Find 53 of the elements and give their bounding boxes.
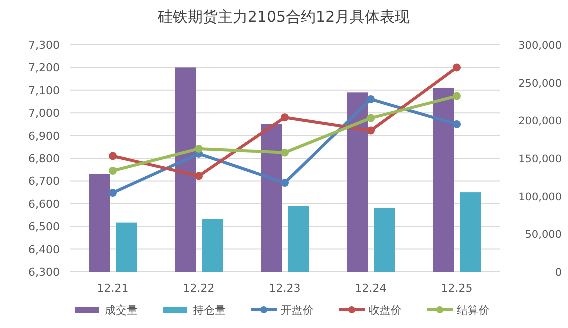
x-tick-label: 12.21 [97,282,129,295]
point [109,166,117,175]
x-tick-label: 12.23 [269,282,301,295]
legend-label: 成交量 [105,304,138,317]
point [195,144,203,153]
legend-label: 结算价 [457,304,490,317]
chart-title: 硅铁期货主力2105合约12月具体表现 [156,8,410,26]
y-tick-label: 7,200 [28,62,60,75]
point [453,92,461,100]
y2-tick-label: 100,000 [518,191,562,204]
y2-tick-label: 250,000 [518,78,562,90]
y-tick-label: 6,700 [28,175,60,188]
bar [89,174,110,272]
y2-tick-label: 150,000 [518,154,562,166]
y-tick-label: 6,300 [28,266,60,279]
bar [175,68,196,272]
point [195,172,203,180]
point [109,152,117,160]
point [281,148,289,157]
y-tick-label: 6,400 [28,243,60,256]
y-tick-label: 6,900 [28,130,60,143]
y-tick-label: 7,000 [28,107,60,120]
point [453,64,461,72]
y-tick-label: 6,600 [28,198,60,211]
x-tick-label: 12.25 [441,282,473,295]
bar [433,88,454,272]
y-tick-label: 6,800 [28,152,60,166]
bar [202,219,223,272]
legend-label: 开盘价 [281,304,314,317]
bar [460,192,481,272]
bar [116,222,137,272]
bar [288,206,309,272]
bar [374,208,395,272]
bar [261,124,282,272]
y2-tick-label: 50,000 [525,229,562,242]
y2-tick-label: 200,000 [518,116,562,128]
legend-label: 收盘价 [369,304,402,317]
point [281,114,289,122]
y2-tick-label: 300,000 [518,40,562,52]
bar [347,92,368,272]
point [453,120,461,128]
legend-label: 持仓量 [193,304,226,317]
point [367,95,375,104]
point [281,179,289,188]
y-tick-label: 6,500 [28,220,60,234]
point [109,189,117,198]
y-tick-label: 7,300 [28,39,60,52]
point [367,126,375,135]
point [367,114,375,122]
x-tick-label: 12.22 [183,282,215,295]
y2-tick-label: 0 [555,267,562,279]
y-tick-label: 7,100 [28,84,60,98]
x-tick-label: 12.24 [355,282,387,295]
